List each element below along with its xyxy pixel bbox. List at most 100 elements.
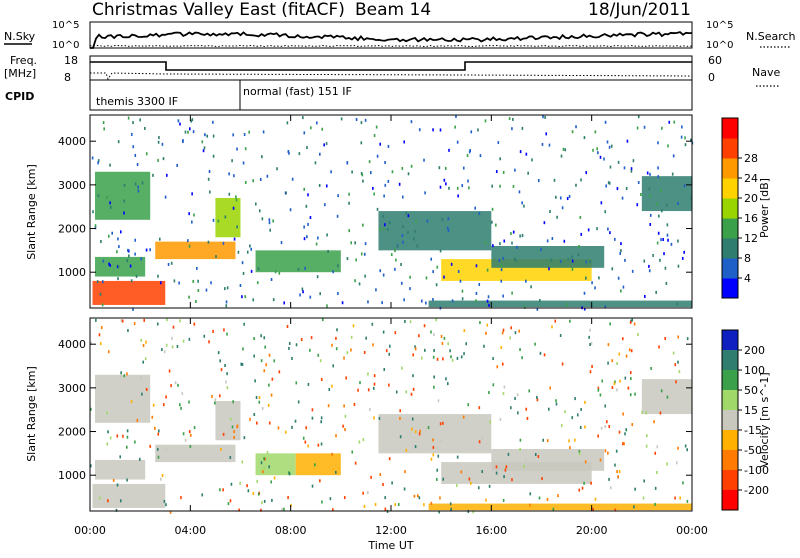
power-speckle [127, 249, 130, 253]
power-speckle [97, 159, 100, 163]
power-speckle [119, 230, 122, 234]
velocity-speckle [300, 338, 303, 342]
velocity-speckle [336, 328, 338, 332]
velocity-speckle [253, 412, 256, 416]
power-speckle [432, 270, 434, 274]
velocity-speckle [240, 362, 242, 366]
power-speckle [512, 230, 515, 234]
power-speckle [556, 215, 558, 219]
power-speckle [368, 160, 371, 164]
power-speckle [280, 241, 283, 245]
velocity-speckle [112, 478, 115, 482]
velocity-speckle [283, 507, 285, 511]
power-speckle [206, 134, 209, 138]
velocity-speckle [389, 344, 391, 348]
velocity-speckle [211, 394, 213, 398]
velocity-speckle [171, 345, 174, 349]
velocity-colorbar-swatch [722, 390, 738, 411]
power-speckle [327, 249, 329, 253]
power-speckle [657, 231, 660, 235]
power-speckle [135, 274, 138, 278]
velocity-speckle [145, 387, 148, 391]
velocity-speckle [578, 450, 581, 454]
velocity-speckle [410, 392, 413, 396]
power-speckle [372, 186, 374, 190]
velocity-colorbar-tick: 100 [744, 364, 765, 377]
power-speckle [643, 259, 646, 263]
velocity-speckle [95, 318, 97, 322]
velocity-speckle [307, 444, 309, 448]
velocity-echo-region-0 [92, 483, 166, 508]
velocity-speckle [404, 470, 406, 474]
power-colorbar-swatch [722, 158, 738, 179]
time-tick-label: 00:00 [74, 524, 106, 537]
velocity-speckle [344, 428, 346, 432]
power-speckle [323, 143, 325, 147]
power-speckle [160, 281, 162, 285]
velocity-speckle [247, 489, 250, 493]
power-speckle [129, 264, 132, 268]
power-speckle [511, 241, 513, 245]
velocity-speckle [263, 466, 266, 470]
power-speckle [587, 228, 590, 232]
power-speckle [409, 275, 411, 279]
velocity-speckle [257, 492, 260, 496]
velocity-speckle [486, 323, 489, 327]
velocity-speckle [144, 357, 147, 361]
velocity-speckle [605, 420, 608, 424]
velocity-x-axis: 00:00 04:00 08:00 12:00 16:00 20:00 00:00 [74, 318, 708, 537]
power-speckle [350, 241, 352, 245]
velocity-speckle [678, 370, 681, 374]
power-speckle [664, 266, 667, 270]
power-speckle [475, 291, 478, 295]
power-speckle [521, 201, 523, 205]
power-speckle [182, 139, 184, 143]
velocity-speckle [405, 448, 408, 452]
velocity-speckle [388, 352, 391, 356]
power-speckle [468, 150, 471, 154]
freq-tick-bottom: 8 [64, 71, 71, 84]
power-speckle [302, 116, 304, 120]
velocity-speckle [414, 445, 417, 449]
power-speckle [583, 136, 586, 140]
power-speckle [297, 267, 300, 271]
velocity-speckle [590, 481, 592, 485]
velocity-speckle [477, 486, 480, 490]
power-speckle [660, 238, 662, 242]
velocity-speckle [136, 418, 139, 422]
velocity-speckle [616, 362, 618, 366]
velocity-speckle [634, 392, 636, 396]
velocity-speckle [430, 501, 433, 505]
power-speckle [470, 130, 473, 134]
velocity-speckle [294, 419, 297, 423]
power-speckle [382, 214, 384, 218]
power-speckle [109, 263, 111, 267]
power-speckle [673, 120, 676, 124]
velocity-speckle [297, 400, 300, 404]
velocity-speckle [193, 426, 196, 430]
velocity-speckle [138, 457, 141, 461]
power-speckle [157, 274, 159, 278]
velocity-speckle [107, 499, 109, 503]
cpid-panel: CPID themis 3300 IF normal (fast) 151 IF [5, 79, 693, 111]
velocity-speckle [335, 470, 337, 474]
power-speckle [624, 258, 626, 262]
velocity-speckle [116, 483, 119, 487]
power-speckle [128, 254, 130, 258]
velocity-speckle [551, 325, 553, 329]
power-speckle [340, 117, 343, 121]
power-speckle [578, 244, 580, 248]
velocity-speckle [414, 345, 416, 349]
power-speckle [498, 259, 501, 263]
power-speckle [668, 120, 671, 124]
velocity-speckle [463, 352, 465, 356]
velocity-speckle [253, 354, 255, 358]
power-speckle [432, 128, 434, 132]
velocity-colorbar-swatch [722, 370, 738, 391]
power-speckle [375, 288, 377, 292]
power-speckle [607, 227, 609, 231]
power-speckle [516, 245, 518, 249]
power-speckle [502, 256, 505, 260]
power-speckle [141, 181, 144, 185]
power-speckle [616, 187, 619, 191]
